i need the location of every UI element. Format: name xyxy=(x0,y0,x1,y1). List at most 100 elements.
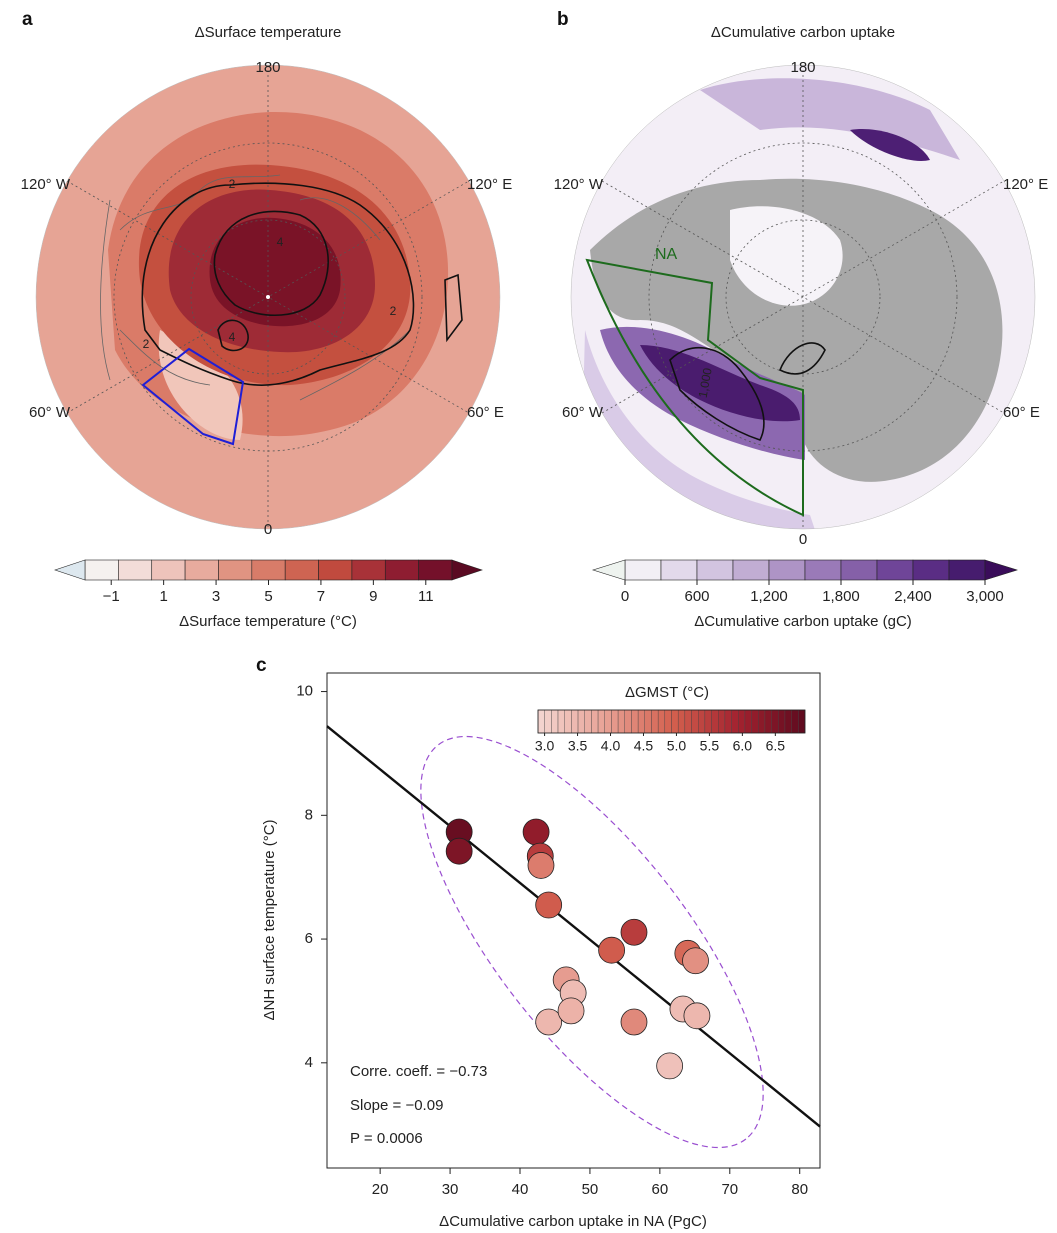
colorbar-stripe xyxy=(765,710,772,733)
colorbar-stripe xyxy=(558,710,565,733)
y-tick-label: 4 xyxy=(305,1054,313,1071)
longitude-label: 180 xyxy=(255,59,280,76)
colorbar-stripe xyxy=(645,710,652,733)
colorbar-stripe xyxy=(598,710,605,733)
colorbar-tick-label: 5.5 xyxy=(700,738,720,754)
colorbar-box xyxy=(913,560,949,580)
colorbar-under xyxy=(593,560,625,580)
colorbar-stripe xyxy=(778,710,785,733)
colorbar-stripe xyxy=(571,710,578,733)
colorbar-tick-label: 5 xyxy=(264,588,272,605)
map-b xyxy=(571,65,1035,530)
point xyxy=(536,1009,562,1035)
colorbar-box xyxy=(769,560,805,580)
colorbar-tick-label: 1 xyxy=(159,588,167,605)
colorbar-box xyxy=(385,560,418,580)
colorbar-stripe xyxy=(585,710,592,733)
contour-label: 4 xyxy=(229,330,236,344)
point xyxy=(657,1053,683,1079)
colorbar-stripe xyxy=(551,710,558,733)
x-axis-label: ΔCumulative carbon uptake in NA (PgC) xyxy=(439,1213,707,1230)
colorbar-tick-label: 5.0 xyxy=(667,738,687,754)
annotation: P = 0.0006 xyxy=(350,1130,423,1147)
colorbar-stripe xyxy=(672,710,679,733)
colorbar-box xyxy=(118,560,151,580)
colorbar-tick-label: 6.5 xyxy=(766,738,786,754)
x-tick-label: 60 xyxy=(652,1181,669,1198)
longitude-label: 120° W xyxy=(21,176,71,193)
colorbar-stripe xyxy=(658,710,665,733)
map-title: ΔCumulative carbon uptake xyxy=(711,24,895,41)
colorbar-stripe xyxy=(752,710,759,733)
colorbar-stripe xyxy=(591,710,598,733)
colorbar-stripe xyxy=(738,710,745,733)
colorbar-under xyxy=(55,560,85,580)
colorbar-stripe xyxy=(638,710,645,733)
colorbar-box xyxy=(841,560,877,580)
y-tick-label: 8 xyxy=(305,806,313,823)
colorbar-stripe xyxy=(685,710,692,733)
colorbar-box xyxy=(185,560,218,580)
x-tick-label: 20 xyxy=(372,1181,389,1198)
colorbar-box xyxy=(805,560,841,580)
colorbar-label: ΔGMST (°C) xyxy=(625,684,709,701)
longitude-label: 120° W xyxy=(554,176,604,193)
colorbar-tick-label: 4.0 xyxy=(601,738,621,754)
point xyxy=(558,998,584,1024)
colorbar-tick-label: 11 xyxy=(418,588,434,605)
longitude-label: 180 xyxy=(790,59,815,76)
y-tick-label: 6 xyxy=(305,930,313,947)
point xyxy=(683,948,709,974)
colorbar-stripe xyxy=(565,710,572,733)
panel-label: c xyxy=(256,655,267,676)
point xyxy=(523,819,549,845)
colorbar-stripe xyxy=(578,710,585,733)
colorbar-box xyxy=(661,560,697,580)
colorbar-stripe xyxy=(772,710,779,733)
pole xyxy=(266,295,270,299)
longitude-label: 0 xyxy=(799,531,807,548)
colorbar-box xyxy=(319,560,352,580)
colorbar-tick-label: 3.5 xyxy=(568,738,588,754)
colorbar-tick-label: 6.0 xyxy=(733,738,753,754)
x-tick-label: 70 xyxy=(721,1181,738,1198)
contour-label: 2 xyxy=(229,177,236,191)
colorbar-tick-label: 7 xyxy=(317,588,325,605)
colorbar-tick-label: 9 xyxy=(369,588,377,605)
colorbar-box xyxy=(733,560,769,580)
colorbar-tick-label: 3 xyxy=(212,588,220,605)
x-tick-label: 40 xyxy=(512,1181,529,1198)
colorbar-box xyxy=(285,560,318,580)
colorbar-box xyxy=(625,560,661,580)
point xyxy=(621,919,647,945)
colorbar-tick-label: 4.5 xyxy=(634,738,654,754)
colorbar-stripe xyxy=(651,710,658,733)
longitude-label: 60° E xyxy=(467,404,504,421)
y-tick-label: 10 xyxy=(296,683,313,700)
longitude-label: 60° E xyxy=(1003,404,1040,421)
map-a xyxy=(36,65,500,529)
colorbar-stripe xyxy=(798,710,805,733)
colorbar-stripe xyxy=(792,710,799,733)
longitude-label: 120° E xyxy=(467,176,512,193)
point xyxy=(528,852,554,878)
figure: a ΔSurface temperature 2 4 4 2 2 180 120… xyxy=(0,0,1057,1233)
colorbar-tick-label: 3,000 xyxy=(966,588,1004,605)
colorbar-stripe xyxy=(678,710,685,733)
colorbar-tick-label: 3.0 xyxy=(535,738,555,754)
longitude-label: 60° W xyxy=(29,404,71,421)
x-tick-label: 30 xyxy=(442,1181,459,1198)
colorbar-stripe xyxy=(732,710,739,733)
contour-label: 4 xyxy=(277,235,284,249)
colorbar-box xyxy=(419,560,452,580)
colorbar-stripe xyxy=(625,710,632,733)
colorbar-label: ΔSurface temperature (°C) xyxy=(179,613,357,630)
colorbar-box xyxy=(949,560,985,580)
colorbar-stripe xyxy=(665,710,672,733)
colorbar-stripe xyxy=(785,710,792,733)
point xyxy=(536,892,562,918)
colorbar-stripe xyxy=(538,710,545,733)
colorbar-tick-label: −1 xyxy=(103,588,120,605)
point xyxy=(446,838,472,864)
annotation: Slope = −0.09 xyxy=(350,1097,443,1114)
